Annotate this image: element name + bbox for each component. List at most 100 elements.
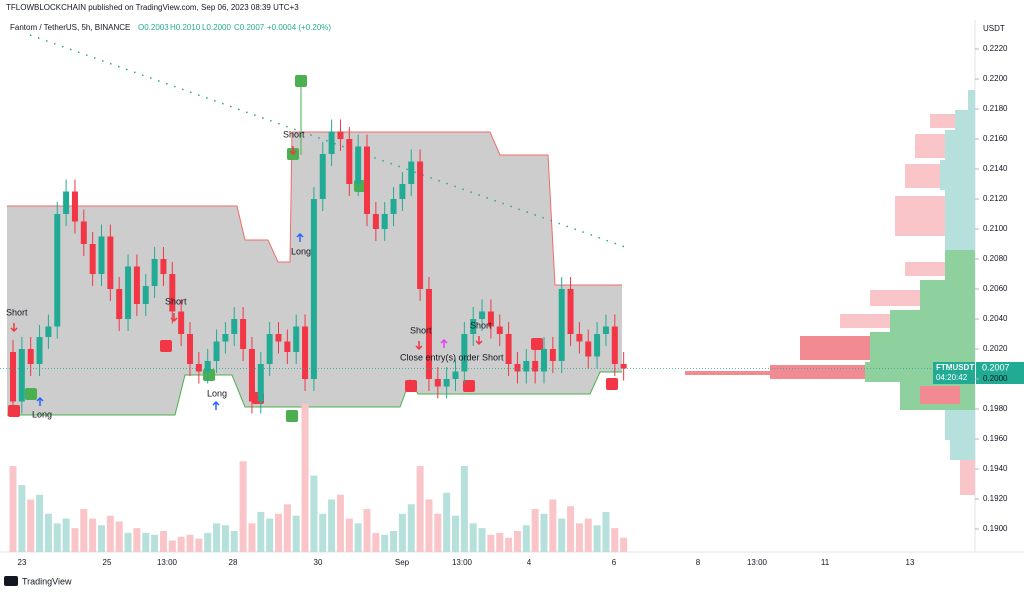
candle-body [248,349,255,402]
volume-bar [522,525,530,552]
candle-body [602,326,609,334]
candle-body [89,244,96,274]
volume-bar [443,492,451,552]
candle-body [461,334,468,372]
volume-bar [301,404,309,552]
x-tick-label: 13:00 [452,558,473,567]
candle-body [452,371,459,379]
y-tick-label: 0.1900 [983,524,1008,533]
volume-bar [407,504,415,552]
volume-bar [195,538,203,552]
candle-body [178,311,185,334]
trend-line [29,34,626,248]
candle-body [10,352,16,402]
y-tick-label: 0.1980 [983,404,1008,413]
y-tick-label: 0.2120 [983,194,1008,203]
volume-bar [248,523,256,552]
volume-bar [310,475,318,552]
candle-body [142,286,149,304]
volume-bar [372,532,380,552]
volume-bar [115,521,123,552]
volume-bar [620,537,628,552]
volume-bar [398,513,406,552]
candle-body [620,364,627,369]
volume-bar [257,511,265,552]
currency: USDT [983,24,1005,33]
volume-bar [558,518,566,552]
footer: TradingView [22,576,72,586]
candle-body [125,266,132,319]
candle-body [479,311,486,319]
candle-body [213,341,220,361]
candle-body [594,334,601,357]
candle-body [328,131,335,154]
candle-body [98,236,105,274]
candle-body [532,361,539,372]
channel-bottom [7,371,622,416]
x-tick-label: 11 [821,558,830,567]
annotation: Short [165,296,187,306]
candle-body [275,334,282,342]
y-tick-label: 0.2200 [983,74,1008,83]
volume-bar [487,534,495,552]
candle-body [514,364,521,372]
candle-body [434,379,441,387]
candle-body [222,334,229,342]
volume-bar [62,518,70,552]
volume-bar [292,515,300,552]
candle-body [27,349,34,364]
volume-bar [230,530,238,552]
volume-bar [549,499,557,552]
candle-body [567,289,574,334]
ohlc: H0.2010 [170,23,201,32]
volume-bar [611,528,619,552]
candle-body [231,319,238,334]
candle-body [257,364,264,402]
candle-body [151,259,158,286]
candle-body [240,319,247,349]
volume-bar [106,515,114,552]
channel-top [7,131,622,286]
signal-markers [8,75,618,422]
volume-bar [133,528,141,552]
volume-bar [266,518,274,552]
candle-body [266,334,273,364]
candle-body [505,334,512,364]
volume-bar [513,530,521,552]
candle-body [355,146,362,184]
candle-body [195,364,202,372]
price-tag [976,362,1024,384]
candle-body [470,319,477,334]
annotation: Long [291,246,311,256]
y-tick-label: 0.2040 [983,314,1008,323]
volume-bar [53,523,61,552]
y-tick-label: 0.2020 [983,344,1008,353]
volume-bar [434,513,442,552]
volume-bar [71,528,79,552]
candle-body [487,311,494,327]
volume-bar [452,515,459,552]
x-tick-label: 4 [527,558,532,567]
annotation: Short [470,320,492,330]
candle-body [372,214,379,229]
candle-body [284,341,291,352]
volume-bar [478,528,486,552]
volume-bar [390,530,398,552]
volume-bar [142,532,150,552]
volume-bar [168,540,176,552]
volume-bar [275,513,282,552]
volume-bar [540,513,548,552]
volume-bar [36,494,44,552]
candle-body [399,184,406,199]
volume-bar [9,466,17,552]
candle-body [558,289,565,361]
candle-body [293,326,300,352]
candle-body [45,326,52,337]
y-tick-label: 0.2100 [983,224,1008,233]
annotation: Long [207,388,227,398]
ohlc: L0.2000 [202,23,231,32]
x-tick-label: 6 [612,558,617,567]
volume-bar [336,494,344,552]
volume-bar [283,504,291,552]
x-tick-label: 13:00 [747,558,768,567]
